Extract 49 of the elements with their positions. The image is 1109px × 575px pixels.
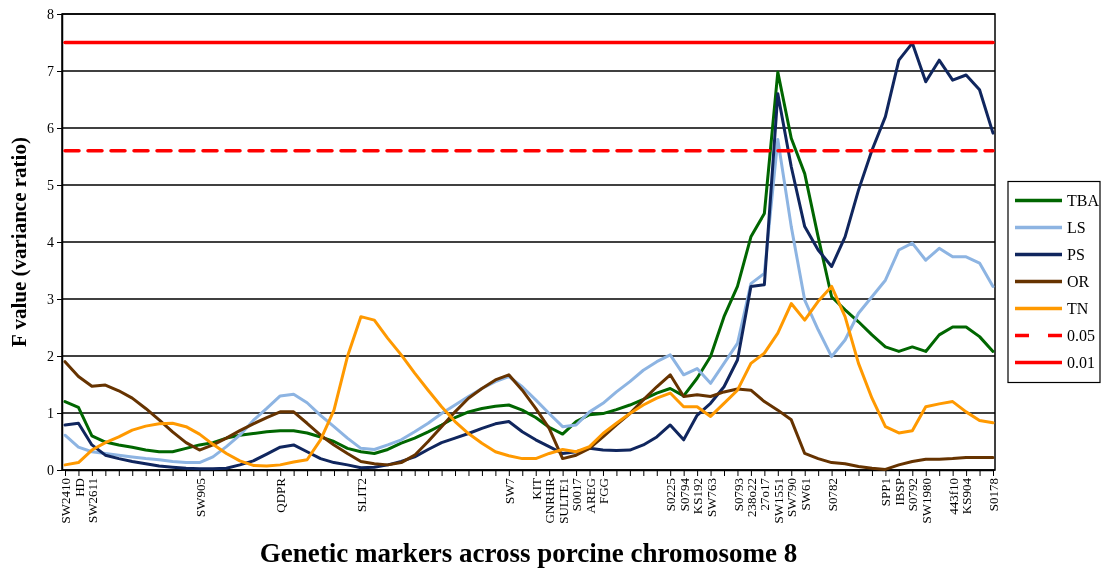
x-tick-label: SW790 — [784, 478, 800, 517]
legend-label: PS — [1067, 246, 1085, 264]
x-tick-label: SULTE1 — [555, 478, 571, 524]
legend-label: TBA — [1067, 192, 1100, 210]
x-tick-label: FGG — [596, 478, 612, 505]
x-axis-title: Genetic markers across porcine chromosome 8 — [259, 538, 798, 568]
y-tick-label: 8 — [47, 6, 54, 22]
x-tick-label: S0017 — [569, 477, 585, 512]
legend-label: OR — [1067, 273, 1090, 291]
legend-label: TN — [1067, 300, 1089, 318]
x-tick-label: S0225 — [663, 478, 679, 512]
x-tick-label: S0178 — [986, 478, 1002, 512]
y-tick-label: 6 — [47, 120, 54, 136]
x-tick-label: SW7 — [501, 477, 517, 504]
x-tick-label: KS904 — [959, 477, 975, 515]
legend-label: LS — [1067, 219, 1086, 237]
x-tick-label: S0793 — [730, 478, 746, 512]
y-tick-label: 3 — [47, 291, 54, 307]
x-tick-label: SW61 — [797, 478, 813, 511]
legend-label: 0.01 — [1067, 354, 1095, 372]
y-axis-title: F value (variance ratio) — [7, 137, 31, 347]
x-tick-label: SW2611 — [84, 478, 100, 524]
y-tick-label: 0 — [47, 462, 54, 478]
x-tick-label: SPP1 — [878, 478, 894, 507]
x-tick-label: KIT — [528, 477, 544, 500]
x-tick-label: HD — [71, 478, 87, 497]
x-tick-label: S0794 — [676, 477, 692, 512]
x-tick-label: AREG — [582, 478, 598, 514]
y-tick-label: 1 — [47, 405, 54, 421]
y-tick-label: 7 — [47, 63, 54, 79]
x-tick-label: SW763 — [703, 478, 719, 517]
x-tick-label: S0782 — [824, 478, 840, 512]
x-tick-label: KS192 — [690, 478, 706, 515]
y-tick-label: 5 — [47, 177, 54, 193]
x-tick-label: S0792 — [905, 478, 921, 512]
x-tick-label: QDPR — [273, 477, 289, 513]
y-tick-label: 4 — [47, 234, 54, 250]
x-tick-label: SW2410 — [58, 478, 74, 524]
y-tick-label: 2 — [47, 348, 54, 364]
legend-label: 0.05 — [1067, 327, 1095, 345]
x-tick-label: 27o17 — [757, 477, 773, 511]
x-tick-label: SW1980 — [918, 478, 934, 524]
x-tick-label: SW905 — [192, 478, 208, 517]
x-tick-label: SLIT2 — [353, 478, 369, 512]
x-tick-label: IBSP — [891, 478, 907, 506]
x-tick-label: SW1551 — [770, 478, 786, 524]
x-tick-label: 238o22 — [743, 478, 759, 517]
x-tick-label: GNRHR — [542, 477, 558, 524]
x-tick-label: 443f10 — [945, 478, 961, 515]
